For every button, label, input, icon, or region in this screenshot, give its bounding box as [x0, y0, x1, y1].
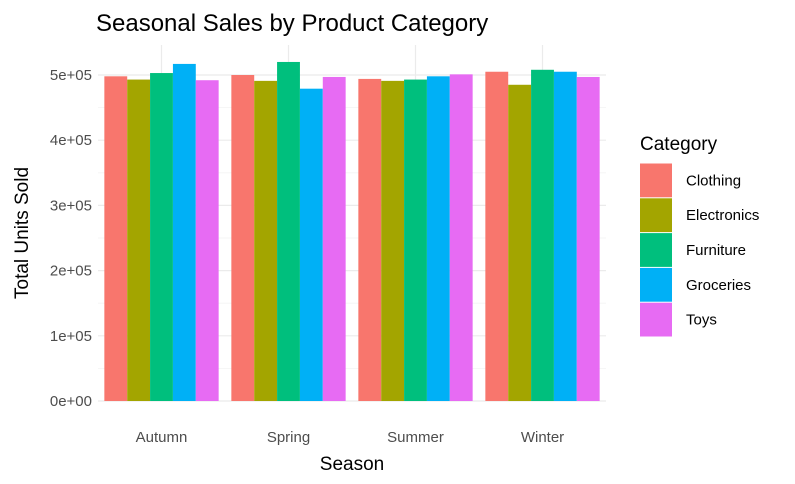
legend-label-furniture: Furniture: [686, 242, 746, 259]
bar-toys-autumn: [195, 80, 219, 401]
x-axis-ticks: Autumn Spring Summer Winter: [136, 429, 565, 446]
bar-clothing-winter: [485, 71, 509, 402]
chart-title: Seasonal Sales by Product Category: [96, 10, 488, 37]
bar-groceries-autumn: [172, 63, 196, 401]
legend-key-clothing: [640, 163, 672, 198]
legend-label-electronics: Electronics: [686, 207, 759, 224]
x-axis-title: Season: [320, 454, 384, 475]
y-tick-label: 0e+00: [50, 393, 92, 410]
legend-label-groceries: Groceries: [686, 277, 751, 294]
bar-electronics-spring: [254, 80, 278, 402]
bar-electronics-autumn: [127, 79, 151, 402]
bar-electronics-summer: [381, 80, 405, 402]
x-tick-label: Winter: [521, 429, 564, 446]
legend-key-furniture: [640, 233, 672, 267]
bar-furniture-spring: [277, 61, 300, 402]
bar-groceries-winter: [553, 71, 577, 402]
legend-label-clothing: Clothing: [686, 172, 741, 189]
legend-key-toys: [640, 302, 672, 337]
legend-key-groceries: [640, 267, 672, 302]
bar-toys-winter: [576, 76, 600, 402]
y-tick-label: 2e+05: [50, 263, 92, 280]
x-tick-label: Autumn: [136, 429, 188, 446]
bar-electronics-winter: [508, 84, 532, 401]
bar-furniture-summer: [404, 79, 427, 402]
bar-clothing-spring: [231, 75, 255, 401]
y-axis-ticks: 0e+00 1e+05 2e+05 3e+05 4e+05 5e+05: [50, 67, 92, 410]
y-axis-title: Total Units Sold: [12, 167, 33, 299]
legend-label-toys: Toys: [686, 312, 717, 329]
bar-groceries-summer: [426, 76, 450, 401]
bar-furniture-winter: [531, 69, 554, 401]
x-tick-label: Summer: [387, 429, 444, 446]
y-tick-label: 1e+05: [50, 328, 92, 345]
bar-groceries-spring: [299, 88, 323, 401]
y-tick-label: 3e+05: [50, 197, 92, 214]
bar-clothing-autumn: [104, 76, 128, 401]
y-tick-label: 4e+05: [50, 132, 92, 149]
x-tick-label: Spring: [267, 429, 310, 446]
legend-key-electronics: [640, 198, 672, 233]
legend: Category Clothing Electronics Furniture Gro…: [640, 134, 759, 337]
bars-layer: [104, 61, 600, 402]
bar-toys-summer: [449, 74, 473, 402]
y-tick-label: 5e+05: [50, 67, 92, 84]
bar-clothing-summer: [358, 78, 382, 402]
legend-title: Category: [640, 134, 718, 155]
bar-furniture-autumn: [150, 73, 173, 401]
bar-toys-spring: [322, 76, 346, 402]
